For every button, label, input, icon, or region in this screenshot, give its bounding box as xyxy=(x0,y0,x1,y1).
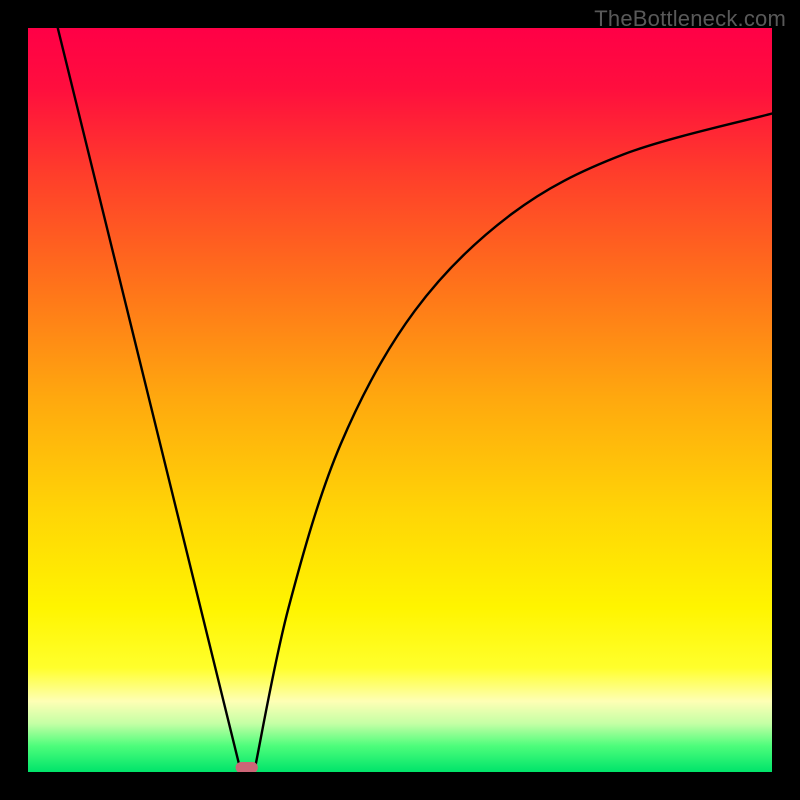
plot-svg xyxy=(28,28,772,772)
minimum-marker xyxy=(236,762,258,772)
chart-frame: TheBottleneck.com xyxy=(0,0,800,800)
gradient-background xyxy=(28,28,772,772)
